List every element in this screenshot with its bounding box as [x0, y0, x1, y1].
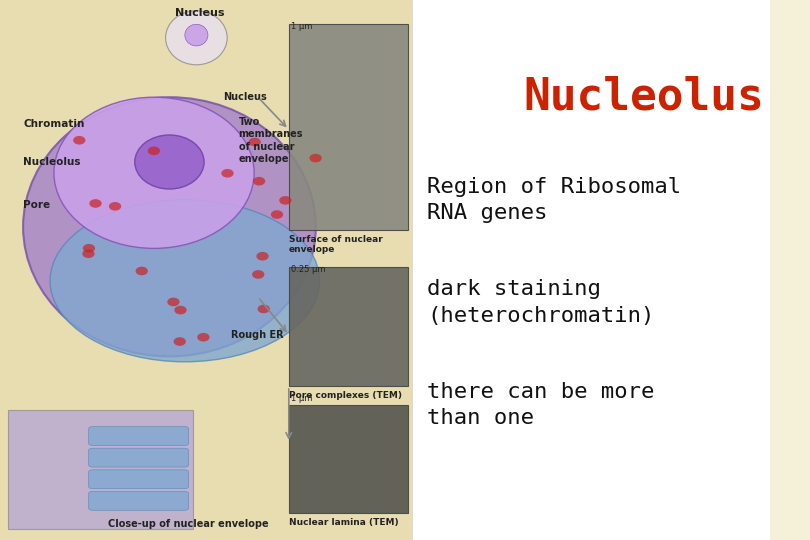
Circle shape: [197, 333, 210, 341]
Circle shape: [109, 202, 122, 211]
FancyBboxPatch shape: [412, 0, 770, 540]
FancyBboxPatch shape: [289, 24, 408, 230]
Text: Nucleolus: Nucleolus: [23, 157, 81, 167]
Circle shape: [135, 267, 148, 275]
FancyBboxPatch shape: [289, 267, 408, 386]
Text: Rough ER: Rough ER: [231, 330, 284, 340]
Circle shape: [271, 210, 284, 219]
Text: Nuclear lamina (TEM): Nuclear lamina (TEM): [289, 518, 399, 528]
Text: there can be more
than one: there can be more than one: [428, 382, 654, 428]
Circle shape: [258, 305, 270, 313]
Circle shape: [83, 249, 95, 258]
Circle shape: [168, 298, 180, 306]
FancyBboxPatch shape: [289, 405, 408, 513]
Circle shape: [73, 136, 86, 145]
Circle shape: [221, 169, 233, 178]
Circle shape: [309, 154, 322, 163]
Ellipse shape: [185, 24, 208, 46]
Ellipse shape: [54, 97, 254, 248]
Text: 1 μm: 1 μm: [291, 22, 313, 31]
Text: Close-up of nuclear envelope: Close-up of nuclear envelope: [108, 519, 268, 529]
Text: Chromatin: Chromatin: [23, 119, 84, 129]
Circle shape: [249, 138, 261, 146]
Circle shape: [147, 146, 160, 155]
Text: Two
membranes
of nuclear
envelope: Two membranes of nuclear envelope: [239, 117, 303, 164]
Circle shape: [279, 196, 292, 205]
Text: Nucleus: Nucleus: [224, 92, 267, 102]
Text: dark staining
(heterochromatin): dark staining (heterochromatin): [428, 279, 654, 326]
Circle shape: [89, 199, 102, 208]
FancyBboxPatch shape: [8, 410, 193, 529]
FancyBboxPatch shape: [88, 470, 189, 489]
Ellipse shape: [134, 135, 204, 189]
Circle shape: [83, 244, 95, 253]
FancyBboxPatch shape: [88, 427, 189, 446]
Circle shape: [173, 337, 185, 346]
Text: Surface of nuclear
envelope: Surface of nuclear envelope: [289, 235, 382, 254]
Ellipse shape: [165, 11, 227, 65]
Text: Pore complexes (TEM): Pore complexes (TEM): [289, 392, 402, 401]
Circle shape: [256, 252, 269, 260]
Text: Nucleus: Nucleus: [176, 8, 225, 18]
FancyBboxPatch shape: [0, 0, 412, 540]
Text: Nucleolus: Nucleolus: [524, 76, 765, 119]
Circle shape: [174, 306, 186, 314]
Text: Pore: Pore: [23, 200, 50, 210]
FancyBboxPatch shape: [88, 491, 189, 510]
Circle shape: [252, 270, 264, 279]
Ellipse shape: [50, 200, 320, 362]
Circle shape: [253, 177, 265, 186]
Text: Region of Ribosomal
RNA genes: Region of Ribosomal RNA genes: [428, 177, 681, 223]
Text: 0.25 μm: 0.25 μm: [291, 265, 326, 274]
FancyBboxPatch shape: [88, 448, 189, 467]
Ellipse shape: [23, 97, 316, 356]
Text: 1 μm: 1 μm: [291, 394, 313, 403]
